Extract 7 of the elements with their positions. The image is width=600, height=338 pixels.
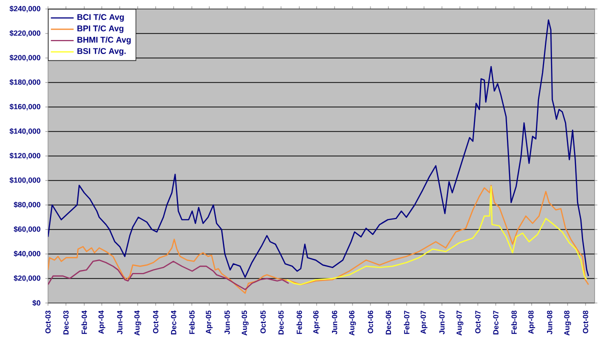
line-series	[48, 184, 590, 294]
line-series	[48, 260, 290, 290]
line-series	[286, 186, 588, 286]
legend-label: BSI T/C Avg.	[77, 48, 126, 56]
legend-label: BPI T/C Avg	[77, 25, 124, 33]
legend-label: BHMI T/C Avg	[77, 36, 131, 44]
legend-label: BCI T/C Avg	[77, 14, 124, 22]
